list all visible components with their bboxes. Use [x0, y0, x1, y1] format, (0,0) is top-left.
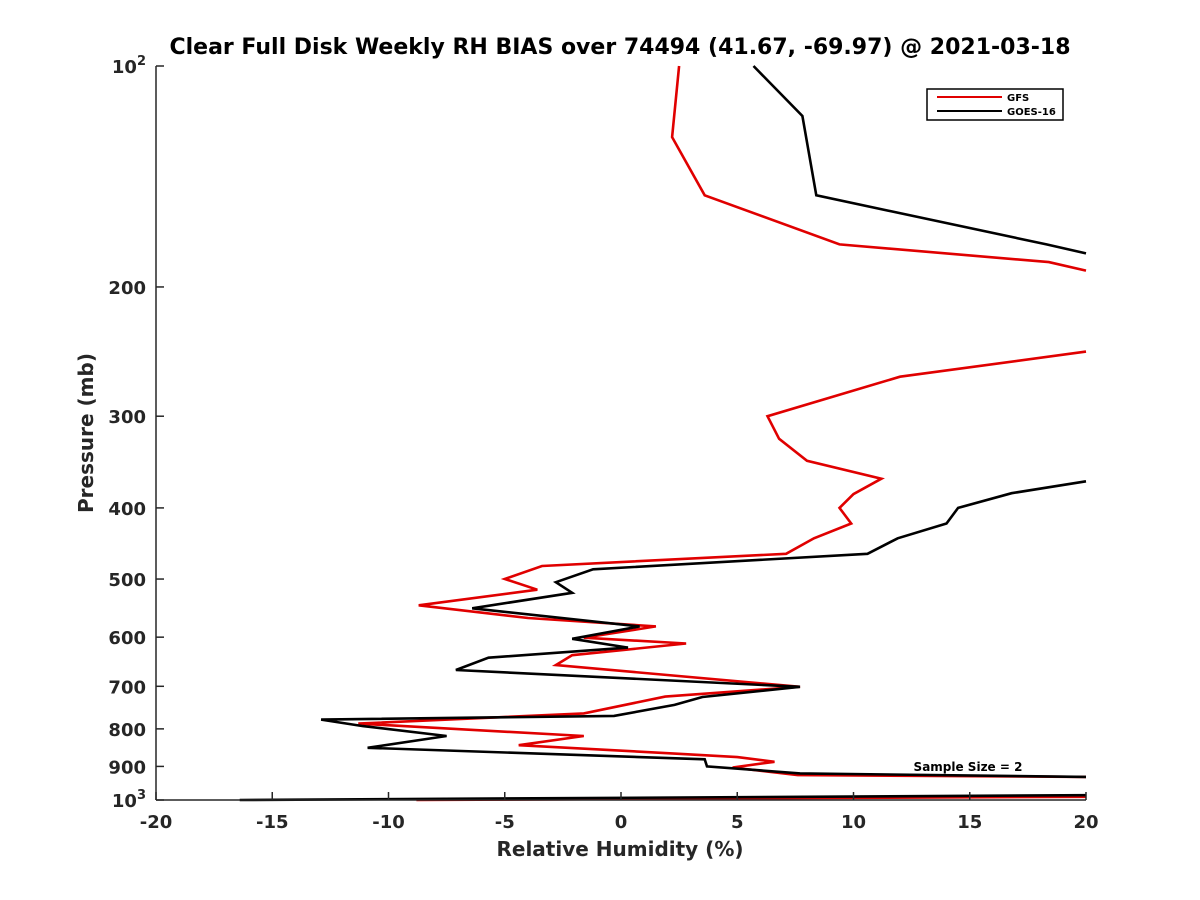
y-axis-ticks: 102 200 300 400 500 600 700 800 900 103	[108, 54, 164, 812]
sample-size-annotation: Sample Size = 2	[914, 760, 1023, 774]
x-tick-label: 20	[1073, 812, 1098, 833]
legend-box	[926, 88, 1064, 121]
series-line-goes16-1	[320, 480, 1087, 779]
y-tick-label: 600	[108, 628, 146, 649]
y-tick-label: 900	[108, 757, 146, 778]
x-axis-ticks: -20 -15 -10 -5 0 5 10 15 20	[140, 792, 1099, 833]
plot-area: -20 -15 -10 -5 0 5 10 15 20 102 200 300 400 500 600 70…	[108, 54, 1098, 833]
x-axis-label: Relative Humidity (%)	[496, 837, 743, 861]
y-tick-label: 300	[108, 407, 146, 428]
x-tick-label: -5	[495, 812, 515, 833]
series-line-gfs-0	[670, 65, 1087, 272]
y-tick-label: 400	[108, 499, 146, 520]
x-tick-label: 5	[731, 812, 744, 833]
series-line-goes16-2	[239, 793, 1087, 802]
legend-label-gfs: GFS	[1007, 93, 1029, 104]
y-tick-label: 103	[112, 788, 146, 812]
x-tick-label: -10	[372, 812, 405, 833]
y-tick-label: 700	[108, 677, 146, 698]
x-tick-label: -20	[140, 812, 173, 833]
y-tick-label: 800	[108, 720, 146, 741]
series-layer	[239, 65, 1087, 802]
y-tick-label: 200	[108, 278, 146, 299]
y-tick-label: 102	[112, 54, 146, 78]
x-tick-label: 0	[615, 812, 628, 833]
legend-label-goes16: GOES-16	[1007, 107, 1056, 118]
x-tick-label: 10	[841, 812, 866, 833]
x-tick-label: -15	[256, 812, 289, 833]
series-line-gfs-1	[358, 350, 1087, 779]
y-tick-label: 500	[108, 570, 146, 591]
series-line-goes16-0	[752, 65, 1087, 255]
x-tick-label: 15	[957, 812, 982, 833]
legend: GFS GOES-16	[926, 88, 1064, 121]
y-axis-label: Pressure (mb)	[74, 353, 98, 513]
chart-title: Clear Full Disk Weekly RH BIAS over 7449…	[169, 35, 1070, 60]
